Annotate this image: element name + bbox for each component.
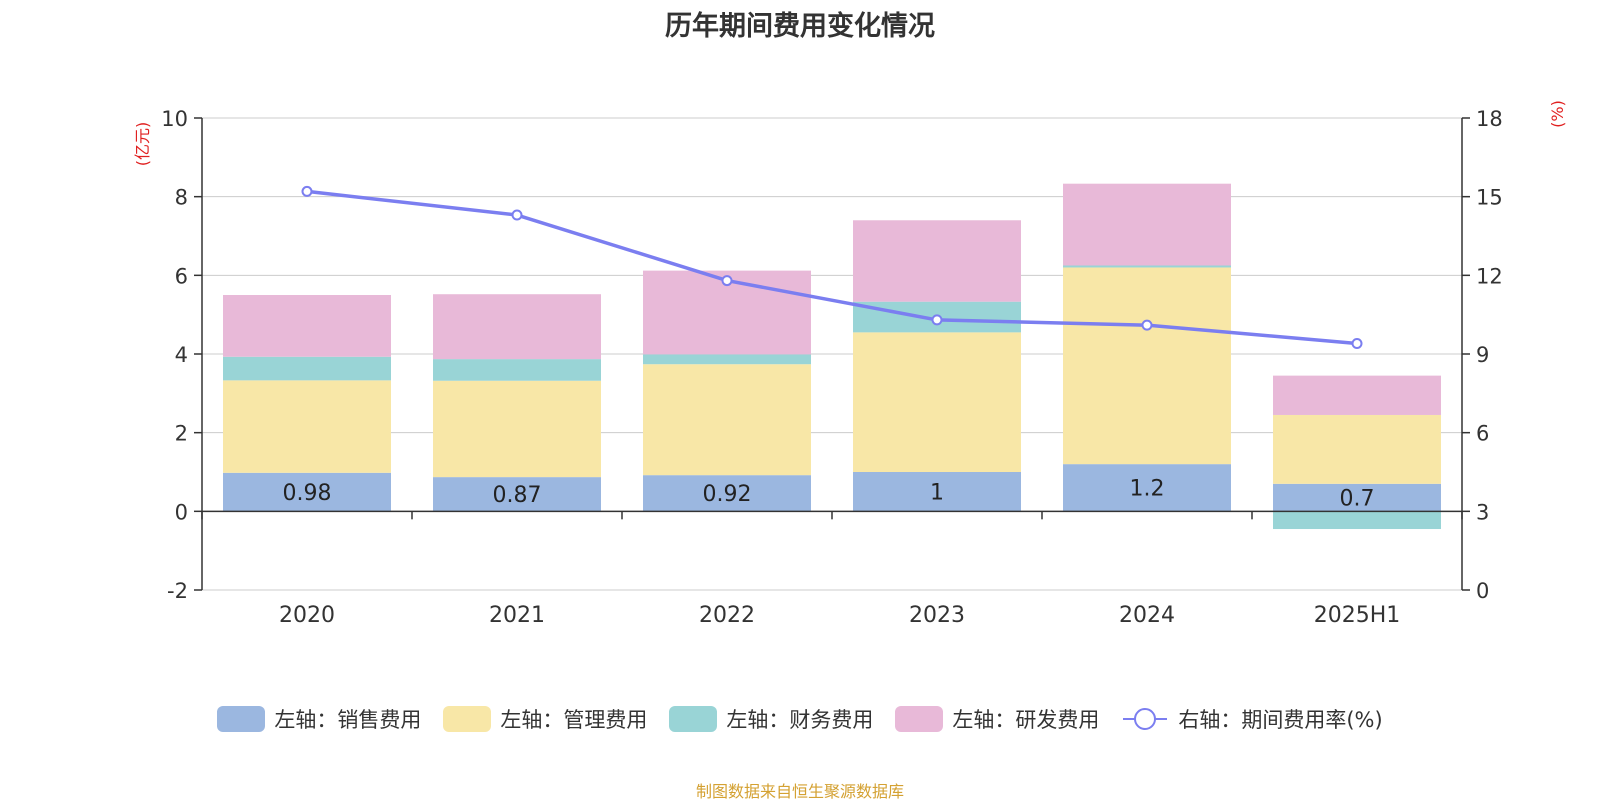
bar-segment-4 [853,220,1021,302]
bar-segment-3 [1063,265,1231,268]
right-axis-tick-label: 6 [1476,422,1489,446]
bar-segment-4 [1063,183,1231,266]
legend-label: 右轴：期间费用率(%) [1178,708,1383,732]
bar-segment-4 [223,295,391,357]
legend-item[interactable]: 左轴：财务费用 [669,704,873,734]
left-axis-unit-label: (亿元) [133,122,152,167]
bar-data-label: 1.2 [1130,477,1165,502]
bar-segment-1 [853,472,1021,512]
axes: -2 0 2 4 6 8 10 0 3 6 9 12 15 18 2020 2021 2022 2023 2024 2… [133,100,1567,628]
right-axis-tick-label: 12 [1476,264,1503,288]
bar-series [223,183,1441,530]
data-labels: 0.98 0.87 0.92 1 1.2 0.7 [283,477,1375,512]
bar-data-label: 0.92 [703,482,752,507]
legend-swatch [217,706,266,732]
x-axis-tick-label: 2023 [909,603,965,628]
right-axis-tick-label: 0 [1476,579,1489,603]
legend-line-marker [1123,708,1168,730]
bar-segment-1 [223,472,391,512]
legend-swatch [443,706,492,732]
rate-point [931,314,943,326]
legend-item[interactable]: 左轴：研发费用 [895,704,1099,734]
bar-data-label: 0.7 [1340,487,1375,512]
legend-label: 左轴：管理费用 [500,708,648,732]
bar-segment-1 [1273,483,1441,512]
chart-title: 历年期间费用变化情况 [665,11,935,42]
bar-segment-3 [433,359,601,381]
x-axis-tick-label: 2025H1 [1314,603,1401,628]
bar-segment-3 [1273,511,1441,530]
line-series [301,185,1363,350]
right-axis-tick-label: 9 [1476,343,1489,367]
rate-point [1351,338,1363,350]
legend-label: 左轴：研发费用 [952,708,1100,732]
bar-data-label: 0.87 [493,483,542,508]
legend-item[interactable]: 左轴：管理费用 [443,704,647,734]
bar-segment-3 [643,354,811,365]
x-axis-tick-label: 2022 [699,603,755,628]
bar-segment-1 [643,475,811,512]
x-axis-tick-label: 2020 [279,603,335,628]
legend: 左轴：销售费用 左轴：管理费用 左轴：财务费用 左轴：研发费用 右轴：期间费用率(%) [0,704,1600,734]
bar-segment-2 [223,380,391,473]
left-axis-tick-label: 8 [175,186,188,210]
bar-segment-2 [853,332,1021,472]
left-axis-tick-label: 10 [161,107,188,131]
legend-item[interactable]: 右轴：期间费用率(%) [1121,704,1383,734]
right-axis-unit-label: (%) [1548,100,1567,128]
bar-segment-1 [433,477,601,512]
left-axis-tick-label: 0 [175,500,188,524]
legend-swatch [669,706,718,732]
bar-segment-4 [1273,375,1441,415]
right-axis-tick-label: 3 [1476,500,1489,524]
bar-segment-4 [433,294,601,360]
source-note: 制图数据来自恒生聚源数据库 [695,782,904,801]
bar-segment-2 [1273,414,1441,484]
bar-segment-2 [433,380,601,478]
left-axis-tick-label: 6 [175,264,188,288]
left-axis-tick-label: 4 [175,343,188,367]
left-axis-tick-label: -2 [167,579,188,603]
legend-label: 左轴：财务费用 [726,708,874,732]
legend-label: 左轴：销售费用 [274,708,422,732]
bar-segment-3 [223,356,391,381]
legend-swatch [895,706,944,732]
x-axis-tick-label: 2021 [489,603,545,628]
bar-segment-2 [643,364,811,476]
rate-point [721,275,733,287]
right-axis-tick-label: 18 [1476,107,1503,131]
rate-point [301,185,313,197]
bar-segment-1 [1063,464,1231,512]
rate-line [306,189,1358,346]
left-axis-tick-label: 2 [175,422,188,446]
legend-item[interactable]: 左轴：销售费用 [217,704,421,734]
bar-data-label: 0.98 [283,481,332,506]
right-axis-tick-label: 15 [1476,186,1503,210]
rate-point [1141,319,1153,331]
x-axis-tick-label: 2024 [1119,603,1175,628]
bar-segment-2 [1063,267,1231,465]
rate-point [511,209,523,221]
bar-data-label: 1 [930,481,944,506]
